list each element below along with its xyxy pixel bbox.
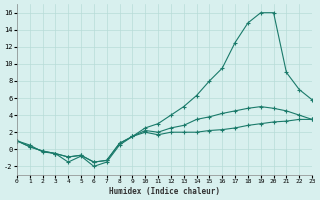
- X-axis label: Humidex (Indice chaleur): Humidex (Indice chaleur): [109, 187, 220, 196]
